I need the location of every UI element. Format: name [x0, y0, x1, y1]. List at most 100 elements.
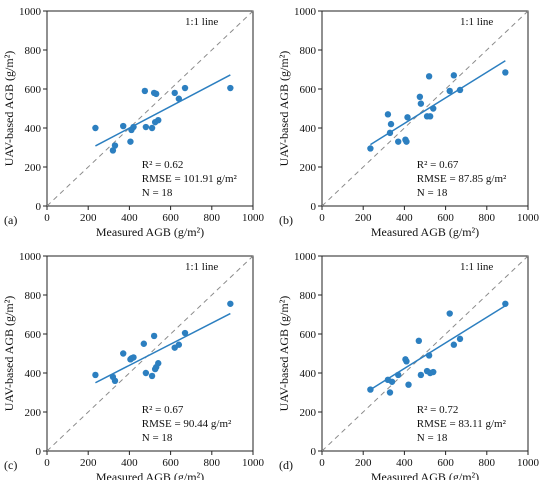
one-to-one-label: 1:1 line: [185, 16, 218, 28]
y-tick-label: 0: [36, 446, 42, 458]
data-point: [142, 123, 150, 131]
y-tick-label: 1000: [294, 6, 317, 18]
x-tick-label: 400: [121, 457, 138, 469]
y-tick-label: 600: [300, 329, 317, 341]
y-tick-label: 0: [311, 446, 317, 458]
x-tick-label: 200: [80, 212, 97, 224]
plot-frame: [321, 255, 529, 452]
x-axis-title: Measured AGB (g/m²): [371, 470, 479, 480]
y-tick-label: 400: [300, 368, 317, 380]
y-tick-label: 600: [25, 329, 42, 341]
data-point: [150, 332, 158, 340]
stat-line: R² = 0.62: [142, 159, 184, 171]
data-point: [155, 117, 162, 124]
data-point: [367, 145, 374, 152]
data-point: [395, 138, 402, 145]
x-tick-label: 1000: [242, 457, 265, 469]
data-point: [92, 371, 99, 379]
x-tick-label: 1000: [517, 457, 540, 469]
panel-letter: (c): [4, 458, 17, 472]
y-tick-label: 800: [300, 290, 317, 302]
y-tick-label: 1000: [19, 6, 42, 18]
data-point: [456, 335, 464, 343]
x-tick-label: 600: [437, 212, 454, 224]
x-tick-label: 400: [396, 457, 413, 469]
stat-line: N = 18: [417, 432, 448, 444]
regression-line: [370, 305, 506, 391]
data-point: [417, 371, 425, 379]
data-point: [152, 90, 160, 98]
panel-letter: (a): [4, 213, 17, 227]
data-point: [130, 123, 137, 131]
data-point: [92, 124, 99, 132]
data-point: [386, 129, 394, 137]
x-tick-label: 0: [319, 212, 325, 224]
panel-letter: (b): [279, 213, 293, 227]
plot-frame: [46, 255, 254, 452]
y-tick-label: 600: [25, 84, 42, 96]
data-point: [367, 386, 374, 393]
data-point: [395, 371, 402, 379]
y-tick-label: 200: [25, 162, 42, 174]
data-point: [127, 138, 134, 145]
stat-line: RMSE = 83.11 g/m²: [417, 418, 507, 430]
stat-line: R² = 0.67: [142, 404, 184, 416]
panel-2: 0 200 400 600 800 1000 0 200 400 600 800 1000 Measur…: [277, 6, 540, 239]
y-tick-label: 200: [300, 407, 317, 419]
x-tick-label: 0: [44, 212, 50, 224]
data-point: [152, 363, 160, 371]
data-point: [405, 381, 412, 388]
data-point: [502, 69, 509, 76]
data-point: [417, 100, 425, 107]
one-to-one-label: 1:1 line: [460, 261, 493, 273]
data-point: [181, 84, 189, 92]
y-axis-title: UAV-based AGB (g/m²): [277, 51, 291, 167]
x-tick-label: 400: [396, 212, 413, 224]
data-point: [387, 120, 395, 128]
one-to-one-line: [321, 10, 529, 207]
stat-line: R² = 0.72: [417, 404, 459, 416]
data-point: [404, 114, 411, 121]
y-tick-label: 1000: [19, 251, 42, 263]
x-tick-label: 1000: [242, 212, 265, 224]
data-point: [502, 300, 509, 307]
panel-letter: (d): [279, 458, 293, 472]
y-tick-label: 800: [300, 45, 317, 57]
data-point: [227, 84, 234, 92]
one-to-one-line: [46, 10, 254, 207]
data-point: [142, 369, 150, 377]
data-point: [425, 73, 433, 80]
data-point: [403, 358, 410, 365]
data-point: [425, 352, 433, 359]
data-point: [450, 341, 458, 348]
data-point: [426, 113, 434, 120]
data-point: [109, 147, 117, 154]
data-point: [415, 337, 423, 345]
data-point: [148, 124, 156, 132]
data-point: [227, 300, 234, 307]
data-point: [140, 340, 148, 347]
data-point: [384, 111, 392, 118]
y-tick-label: 400: [25, 123, 42, 135]
data-point: [430, 105, 437, 112]
data-point: [148, 372, 156, 380]
x-axis-title: Measured AGB (g/m²): [96, 225, 204, 239]
data-point: [111, 142, 119, 149]
one-to-one-line: [46, 255, 254, 452]
one-to-one-label: 1:1 line: [185, 261, 218, 273]
panel-4: 0 200 400 600 800 1000 0 200 400 600 800 1000 Measur…: [277, 251, 540, 480]
data-point: [181, 329, 189, 337]
plot-frame: [46, 10, 254, 207]
x-tick-label: 200: [355, 457, 372, 469]
data-point: [456, 86, 464, 94]
data-point: [120, 122, 127, 130]
y-tick-label: 200: [300, 162, 317, 174]
y-tick-label: 400: [25, 368, 42, 380]
y-tick-label: 200: [25, 407, 42, 419]
x-tick-label: 200: [355, 212, 372, 224]
x-tick-label: 800: [204, 212, 221, 224]
data-point: [388, 378, 396, 385]
stat-line: RMSE = 87.85 g/m²: [417, 173, 507, 185]
x-tick-label: 200: [80, 457, 97, 469]
regression-line: [95, 312, 231, 384]
